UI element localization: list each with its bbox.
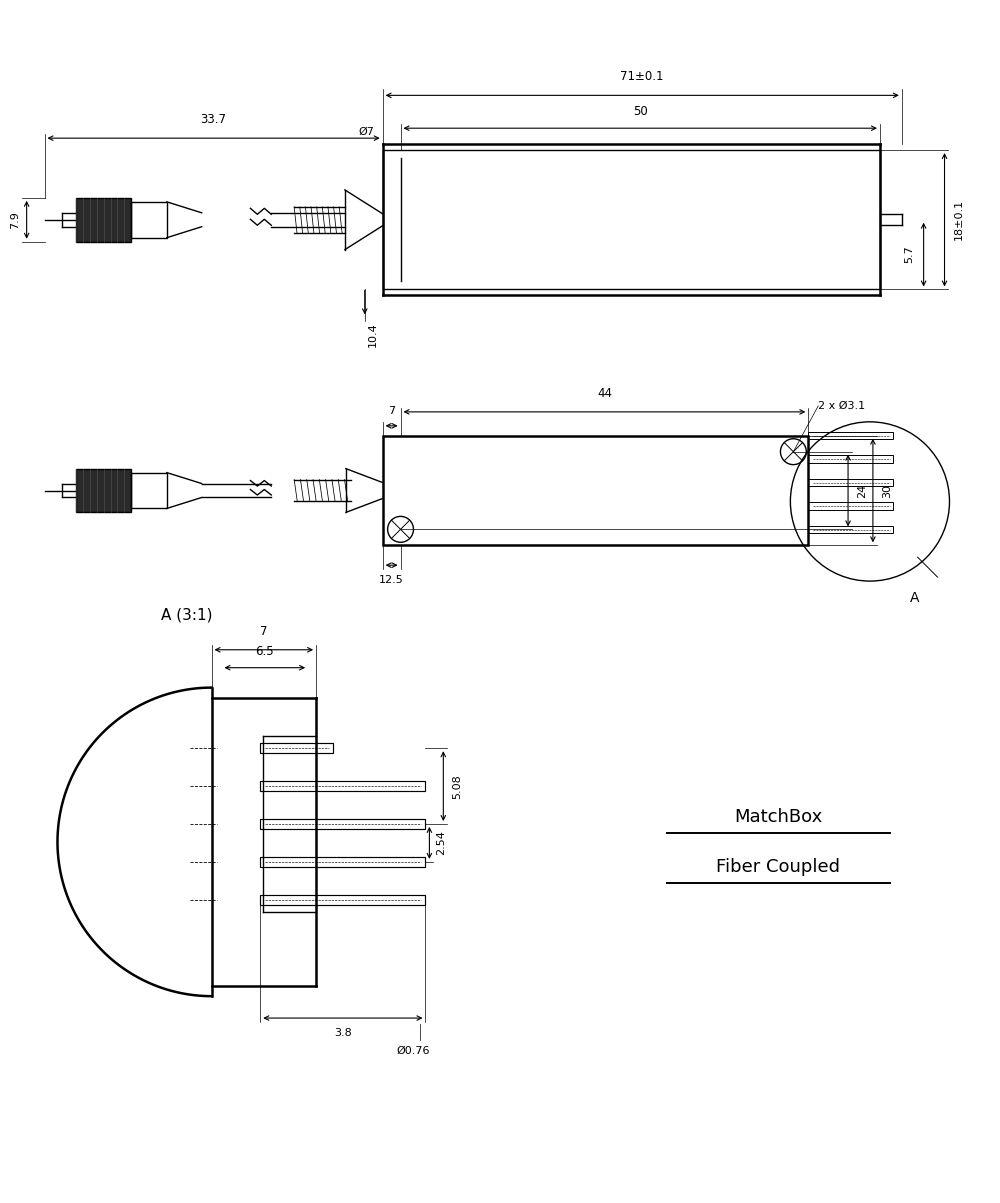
Bar — [260, 857, 425, 867]
Text: 2 x Ø3.1: 2 x Ø3.1 — [818, 401, 865, 411]
Text: Fiber Coupled: Fiber Coupled — [716, 858, 840, 876]
Text: 5.7: 5.7 — [904, 245, 914, 263]
Text: 7: 7 — [388, 405, 395, 416]
Text: 12.5: 12.5 — [379, 575, 404, 585]
Text: 33.7: 33.7 — [201, 113, 227, 126]
Bar — [260, 895, 425, 905]
Text: 5.08: 5.08 — [452, 774, 462, 799]
Text: Ø7: Ø7 — [359, 128, 375, 137]
Bar — [808, 503, 893, 510]
Bar — [131, 202, 167, 238]
Bar — [260, 743, 333, 753]
Bar — [76, 197, 131, 242]
Bar — [260, 819, 425, 829]
Text: 50: 50 — [633, 105, 648, 118]
Text: 7.9: 7.9 — [10, 211, 20, 229]
Text: 44: 44 — [597, 387, 612, 399]
Text: 10.4: 10.4 — [368, 322, 378, 346]
Text: 6.5: 6.5 — [256, 645, 274, 658]
Text: 24: 24 — [857, 484, 867, 498]
Text: 2.54: 2.54 — [436, 830, 446, 855]
Bar — [260, 781, 425, 792]
Text: MatchBox: MatchBox — [734, 808, 823, 826]
Bar — [131, 473, 167, 509]
Bar — [808, 479, 893, 486]
Text: 30: 30 — [882, 484, 892, 498]
Text: A: A — [910, 591, 919, 605]
Bar — [383, 435, 808, 545]
Text: Ø0.76: Ø0.76 — [397, 1045, 430, 1056]
Text: 71±0.1: 71±0.1 — [620, 71, 664, 83]
Text: A (3:1): A (3:1) — [161, 608, 213, 622]
Bar — [808, 455, 893, 463]
Bar — [383, 150, 880, 290]
Bar — [808, 432, 893, 439]
Text: 7: 7 — [260, 624, 268, 638]
Bar — [808, 526, 893, 533]
Text: 18±0.1: 18±0.1 — [953, 200, 963, 241]
Bar — [76, 469, 131, 512]
Text: 3.8: 3.8 — [334, 1029, 352, 1038]
